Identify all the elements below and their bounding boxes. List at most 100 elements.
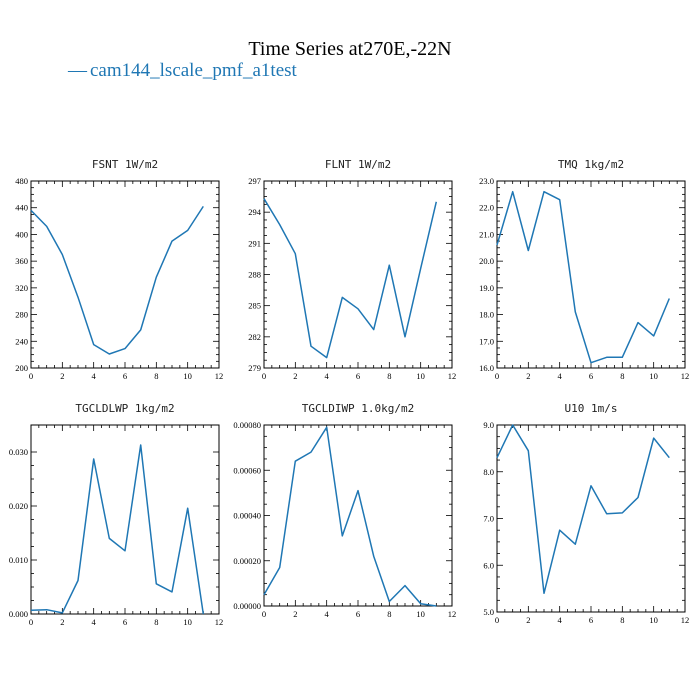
x-tick-label: 10 [183, 371, 192, 381]
y-tick-label: 240 [15, 336, 28, 346]
y-tick-label: 0.00080 [233, 420, 261, 430]
x-tick-label: 12 [215, 617, 224, 627]
y-tick-label: 282 [248, 332, 261, 342]
x-tick-label: 4 [558, 615, 563, 625]
y-tick-label: 22.0 [479, 203, 494, 213]
panel-title: U10 1m/s [565, 402, 618, 415]
panel-tgcldlwp: TGCLDLWP 1kg/m2 0 2 4 6 8 10 12 0.000 0.010 0.020 0… [9, 402, 223, 627]
panel-title: TGCLDIWP 1.0kg/m2 [302, 402, 415, 415]
panel-title: FSNT 1W/m2 [92, 158, 158, 171]
x-tick-label: 4 [558, 371, 563, 381]
x-tick-label: 6 [589, 615, 593, 625]
y-tick-label: 360 [15, 256, 28, 266]
y-tick-label: 21.0 [479, 229, 494, 239]
legend-marker-line: — [67, 60, 88, 81]
y-tick-label: 23.0 [479, 176, 494, 186]
x-tick-label: 6 [123, 371, 127, 381]
panel-fsnt: FSNT 1W/m2 0 2 4 6 8 10 12 200 240 280 320 360 400 440… [15, 158, 223, 381]
x-tick-label: 6 [356, 609, 360, 619]
x-tick-label: 8 [154, 371, 158, 381]
x-tick-label: 6 [589, 371, 593, 381]
x-tick-label: 2 [293, 371, 297, 381]
series-line-tgcldlwp [30, 444, 205, 615]
x-tick-label: 8 [620, 371, 624, 381]
x-tick-label: 0 [29, 371, 33, 381]
panel-tgcldiwp: TGCLDIWP 1.0kg/m2 0 2 4 6 8 10 12 0.00000 0.00020… [233, 402, 456, 619]
y-tick-label: 200 [15, 363, 28, 373]
x-tick-label: 0 [495, 371, 499, 381]
figure-title: Time Series at270E,-22N [248, 38, 451, 60]
y-tick-label: 288 [248, 270, 261, 280]
legend: — cam144_lscale_pmf_a1test [67, 60, 298, 81]
y-tick-label: 20.0 [479, 256, 494, 266]
x-tick-label: 6 [123, 617, 127, 627]
x-tick-label: 12 [681, 615, 690, 625]
y-tick-label: 0.00040 [233, 511, 261, 521]
x-tick-label: 4 [92, 617, 97, 627]
y-tick-label: 291 [248, 238, 261, 248]
series-line-tmq [496, 190, 670, 364]
x-tick-label: 2 [526, 371, 530, 381]
panel-title: TGCLDLWP 1kg/m2 [75, 402, 174, 415]
x-tick-label: 10 [649, 371, 658, 381]
x-tick-label: 2 [60, 617, 64, 627]
x-tick-label: 8 [620, 615, 624, 625]
panel-u10: U10 1m/s 0 2 4 6 8 10 12 5.0 6.0 7.0 8.0 9.0 [483, 402, 689, 625]
y-tick-label: 0.00020 [233, 556, 261, 566]
y-tick-label: 6.0 [483, 560, 494, 570]
y-tick-label: 297 [248, 176, 261, 186]
y-tick-label: 19.0 [479, 283, 494, 293]
x-tick-label: 10 [649, 615, 658, 625]
y-tick-label: 9.0 [483, 420, 494, 430]
y-tick-label: 0.010 [9, 555, 28, 565]
x-tick-label: 0 [495, 615, 499, 625]
x-tick-label: 0 [29, 617, 33, 627]
x-tick-label: 10 [183, 617, 192, 627]
x-tick-label: 8 [387, 371, 391, 381]
x-tick-label: 2 [293, 609, 297, 619]
y-tick-label: 0.030 [9, 447, 28, 457]
x-tick-label: 8 [387, 609, 391, 619]
y-tick-label: 5.0 [483, 607, 494, 617]
x-tick-label: 8 [154, 617, 158, 627]
series-line-flnt [263, 198, 438, 359]
x-tick-label: 6 [356, 371, 360, 381]
x-tick-label: 10 [416, 371, 425, 381]
y-tick-label: 16.0 [479, 363, 494, 373]
y-tick-label: 8.0 [483, 467, 494, 477]
y-tick-label: 400 [15, 229, 28, 239]
x-tick-label: 12 [448, 371, 457, 381]
panel-title: FLNT 1W/m2 [325, 158, 391, 171]
panel-tmq: TMQ 1kg/m2 0 2 4 6 8 10 12 16.0 17.0 18.0 19.0 20.0 2… [479, 158, 689, 381]
x-tick-label: 2 [60, 371, 64, 381]
y-tick-label: 285 [248, 301, 261, 311]
y-tick-label: 279 [248, 363, 261, 373]
x-tick-label: 12 [215, 371, 224, 381]
series-line-u10 [496, 424, 670, 595]
x-tick-label: 12 [448, 609, 457, 619]
x-tick-label: 0 [262, 609, 266, 619]
x-tick-label: 4 [92, 371, 97, 381]
panel-title: TMQ 1kg/m2 [558, 158, 624, 171]
y-tick-label: 0.020 [9, 501, 28, 511]
x-tick-label: 2 [526, 615, 530, 625]
legend-label: cam144_lscale_pmf_a1test [90, 60, 298, 81]
y-tick-label: 440 [15, 203, 28, 213]
y-tick-label: 17.0 [479, 336, 494, 346]
x-tick-label: 4 [325, 371, 330, 381]
y-tick-label: 480 [15, 176, 28, 186]
series-line-fsnt [30, 205, 204, 355]
x-tick-label: 10 [416, 609, 425, 619]
y-tick-label: 280 [15, 310, 28, 320]
x-tick-label: 12 [681, 371, 690, 381]
y-tick-label: 0.000 [9, 609, 28, 619]
x-tick-label: 4 [325, 609, 330, 619]
y-tick-label: 7.0 [483, 514, 494, 524]
y-tick-label: 18.0 [479, 310, 494, 320]
y-tick-label: 294 [248, 207, 262, 217]
chart-panels: FSNT 1W/m20 2 4 6 8 10 12200240280320360400440… [9, 158, 689, 627]
y-tick-label: 320 [15, 283, 28, 293]
y-tick-label: 0.00060 [233, 465, 261, 475]
